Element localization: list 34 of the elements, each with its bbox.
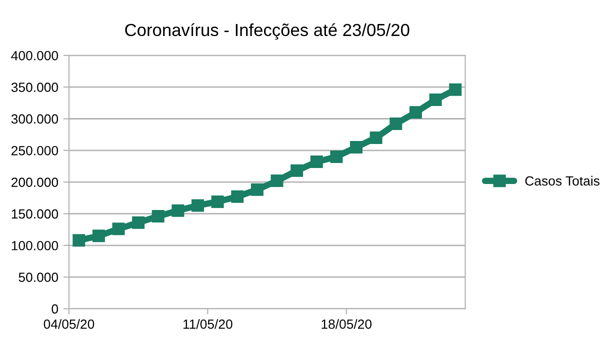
y-tick-label: 50.000 — [18, 272, 58, 282]
chart-title: Coronavírus - Infecções até 23/05/20 — [125, 23, 410, 40]
y-tick-label: 200.000 — [12, 178, 58, 187]
point — [152, 210, 164, 223]
point — [72, 234, 86, 247]
y-tick-label: 150.000 — [12, 209, 58, 219]
x-tick-label: 18/05/20 — [322, 319, 372, 329]
y-tick-label: 350.000 — [11, 82, 58, 92]
point — [132, 216, 145, 229]
point — [429, 93, 442, 106]
x-tick-label: 04/05/20 — [44, 319, 94, 329]
y-tick-label: 300.000 — [11, 114, 58, 124]
point — [270, 174, 284, 188]
point — [112, 222, 125, 236]
point — [310, 156, 323, 168]
point — [172, 204, 184, 217]
point — [409, 106, 422, 119]
point — [330, 150, 343, 163]
y-tick-label: 0 — [52, 304, 58, 314]
point — [390, 118, 402, 130]
point — [449, 83, 462, 96]
point — [211, 195, 224, 208]
y-tick-label: 100.000 — [12, 240, 58, 250]
point — [350, 140, 363, 154]
legend-label: Casos Totais — [525, 176, 600, 186]
y-tick-label: 400.000 — [11, 50, 58, 60]
point — [231, 190, 244, 203]
point — [250, 183, 264, 196]
x-tick-label: 11/05/20 — [183, 319, 232, 329]
point — [370, 131, 382, 144]
point — [290, 164, 304, 177]
point — [92, 230, 105, 242]
point — [192, 199, 204, 212]
y-tick-label: 250.000 — [12, 146, 58, 156]
